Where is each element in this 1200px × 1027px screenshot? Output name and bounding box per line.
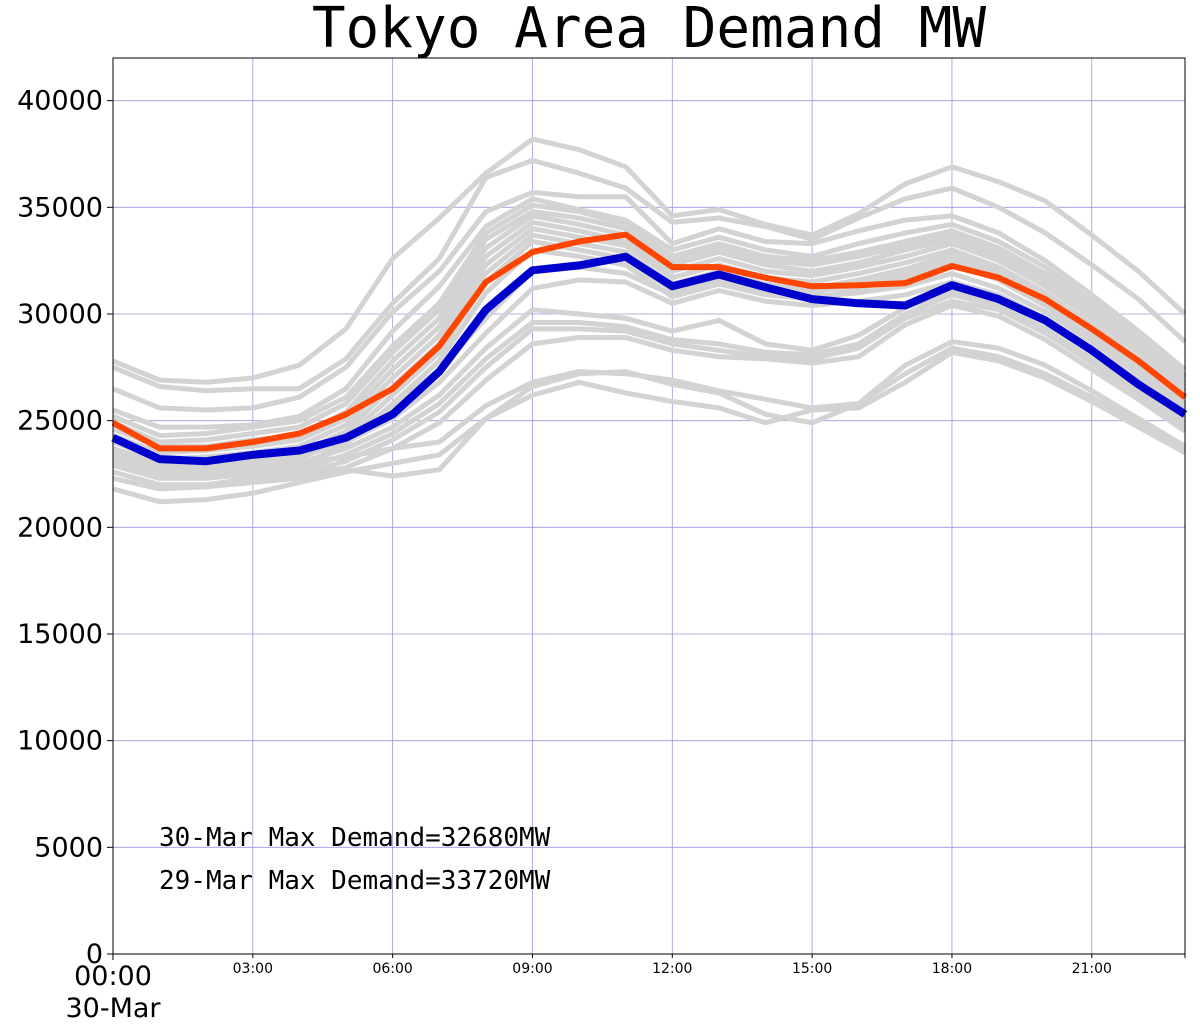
x-tick-label: 18:00 xyxy=(932,961,972,977)
history-line xyxy=(112,157,1187,394)
history-line xyxy=(112,202,1187,439)
history-line xyxy=(112,345,1187,479)
y-tick-label: 0 xyxy=(86,939,103,970)
x-axis-ticks: 03:00 06:00 09:00 12:00 15:00 18:00 21:00 xyxy=(112,954,1186,977)
chart-title: Tokyo Area Demand MW xyxy=(312,0,987,61)
history-line xyxy=(112,209,1187,445)
y-tick-label: 20000 xyxy=(17,512,103,543)
history-line xyxy=(112,196,1187,430)
x-tick-label: 21:00 xyxy=(1072,961,1112,977)
y-axis-ticks: 0 5000 10000 15000 20000 25000 30000 35000 40000 xyxy=(17,86,113,970)
history-line xyxy=(112,303,1187,492)
annotation-29-mar-max: 29-Mar Max Demand=33720MW xyxy=(159,866,551,896)
x-tick-label: 03:00 xyxy=(233,961,273,977)
x-tick-label: 15:00 xyxy=(792,961,832,977)
history-line xyxy=(112,298,1187,488)
x-tick-label: 09:00 xyxy=(512,961,552,977)
y-tick-label: 15000 xyxy=(17,619,103,650)
x-date-label: 30-Mar xyxy=(65,993,161,1024)
x-tick-label-start: 00:00 xyxy=(74,961,152,992)
x-tick-label: 06:00 xyxy=(372,961,412,977)
y-tick-label: 10000 xyxy=(17,726,103,757)
historical-demand-lines xyxy=(112,136,1187,505)
x-tick-label: 12:00 xyxy=(652,961,692,977)
history-line xyxy=(112,349,1187,505)
y-tick-label: 30000 xyxy=(17,299,103,330)
history-line xyxy=(112,219,1187,456)
y-tick-label: 35000 xyxy=(17,192,103,223)
annotation-30-mar-max: 30-Mar Max Demand=32680MW xyxy=(159,823,551,853)
y-tick-label: 25000 xyxy=(17,406,103,437)
history-line xyxy=(112,189,1187,413)
y-tick-label: 40000 xyxy=(17,86,103,117)
series-line-30-mar xyxy=(111,252,1188,466)
highlighted-demand-lines xyxy=(111,231,1188,466)
history-line xyxy=(112,136,1187,385)
y-tick-label: 5000 xyxy=(34,832,103,863)
series-line-29-mar xyxy=(111,231,1187,452)
plot-frame xyxy=(112,57,1186,955)
